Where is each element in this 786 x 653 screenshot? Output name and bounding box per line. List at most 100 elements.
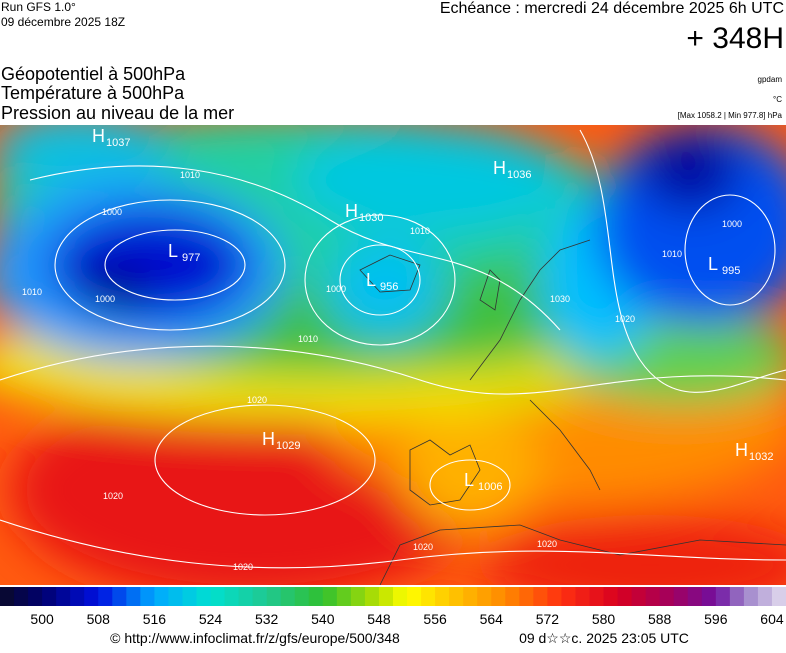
colorbar-cell — [364, 587, 380, 606]
colorbar-cell — [771, 587, 786, 606]
isobar-label: 1010 — [410, 226, 430, 236]
colorbar-cell — [252, 587, 268, 606]
colorbar-cell — [98, 587, 113, 606]
run-label: Run GFS 1.0° — [1, 0, 76, 14]
colorbar-cell — [154, 587, 169, 606]
colorbar-cell — [505, 587, 520, 606]
center-pressure: 956 — [380, 281, 398, 293]
center-pressure: 995 — [722, 265, 740, 277]
colorbar-cell — [112, 587, 127, 606]
isobar-label: 1020 — [103, 491, 123, 501]
colorbar-tick-label: 596 — [704, 611, 728, 627]
colorbar-cell — [28, 587, 43, 606]
center-pressure: 1030 — [359, 212, 383, 224]
colorbar-cell — [463, 587, 478, 606]
colorbar-cell — [533, 587, 548, 606]
colorbar-cell — [182, 587, 197, 606]
center-pressure: 1036 — [507, 169, 531, 181]
colorbar-cell — [140, 587, 155, 606]
field-name: Température à 500hPa — [1, 83, 185, 103]
source-link[interactable]: © http://www.infoclimat.fr/z/gfs/europe/… — [110, 630, 400, 646]
center-pressure: 1006 — [478, 481, 502, 493]
colorbar-cell — [280, 587, 296, 606]
colorbar-cell — [617, 587, 633, 606]
colorbar-cell — [701, 587, 717, 606]
center-letter: L — [464, 470, 474, 490]
unit-label: gpdam — [758, 75, 783, 84]
colorbar-cell — [42, 587, 57, 606]
colorbar-tick-label: 532 — [255, 611, 279, 627]
colorbar-cell — [84, 587, 99, 606]
colorbar-cell — [238, 587, 254, 606]
colorbar-cell — [210, 587, 226, 606]
colorbar-cell — [743, 587, 759, 606]
colorbar-cell — [477, 587, 492, 606]
center-letter: H — [262, 429, 275, 449]
isobar-label: 1000 — [95, 294, 115, 304]
colorbar-cell — [266, 587, 282, 606]
center-pressure: 977 — [182, 252, 200, 264]
colorbar-cell — [449, 587, 464, 606]
center-pressure: 1032 — [749, 451, 773, 463]
colorbar-cell — [589, 587, 605, 606]
colorbar-cell — [491, 587, 506, 606]
colorbar-cell — [0, 587, 15, 606]
isobar-label: 1010 — [662, 249, 682, 259]
colorbar-tick-label: 588 — [648, 611, 672, 627]
isobar-label: 1000 — [102, 207, 122, 217]
isobar-label: 1020 — [537, 539, 557, 549]
isobar-label: 1010 — [22, 287, 42, 297]
run-date: 09 décembre 2025 18Z — [1, 15, 125, 29]
isobar-label: 1020 — [247, 395, 267, 405]
colorbar-cell — [56, 587, 71, 606]
isobar-label: 1000 — [326, 284, 346, 294]
lead-time: + 348H — [686, 22, 784, 55]
colorbar-cell — [519, 587, 534, 606]
colorbar-cell — [715, 587, 731, 606]
pressure-range: [Max 1058.2 | Min 977.8] hPa — [678, 111, 783, 120]
colorbar-cell — [70, 587, 85, 606]
colorbar-cell — [393, 587, 408, 606]
valid-time: Echéance : mercredi 24 décembre 2025 6h … — [440, 0, 784, 17]
colorbar-cell — [308, 587, 324, 606]
colorbar-cell — [729, 587, 745, 606]
unit-label: °C — [773, 95, 782, 104]
isobar-label: 1020 — [233, 562, 253, 572]
colorbar-cell — [322, 587, 338, 606]
colorbar-tick-label: 540 — [311, 611, 335, 627]
isobar-label: 1010 — [180, 170, 200, 180]
colorbar-cell — [757, 587, 773, 606]
colorbar-cell — [224, 587, 240, 606]
colorbar-cell — [168, 587, 183, 606]
center-letter: H — [735, 440, 748, 460]
center-letter: H — [345, 201, 358, 221]
center-pressure: 1029 — [276, 440, 300, 452]
colorbar-cell — [294, 587, 310, 606]
isobar-label: 1000 — [722, 219, 742, 229]
field-name: Pression au niveau de la mer — [1, 103, 234, 123]
colorbar-cell — [407, 587, 422, 606]
isobar-label: 1020 — [413, 542, 433, 552]
colorbar-tick-label: 516 — [143, 611, 167, 627]
colorbar-tick-label: 604 — [760, 611, 784, 627]
colorbar-cell — [673, 587, 689, 606]
center-letter: L — [708, 254, 718, 274]
center-letter: L — [168, 241, 178, 261]
isobar-label: 1030 — [550, 294, 570, 304]
colorbar-cell — [196, 587, 212, 606]
colorbar-cell — [561, 587, 576, 606]
colorbar-cell — [659, 587, 675, 606]
colorbar-cell — [547, 587, 562, 606]
generated-time: 09 d☆☆c. 2025 23:05 UTC — [519, 630, 689, 646]
field-name: Géopotentiel à 500hPa — [1, 64, 186, 84]
center-letter: H — [493, 158, 506, 178]
colorbar-cell — [631, 587, 647, 606]
colorbar-tick-label: 508 — [87, 611, 111, 627]
colorbar-cell — [575, 587, 590, 606]
colorbar-cell — [603, 587, 619, 606]
map — [0, 125, 786, 585]
colorbar-tick-label: 556 — [423, 611, 447, 627]
colorbar-cell — [421, 587, 436, 606]
colorbar-cell — [336, 587, 352, 606]
